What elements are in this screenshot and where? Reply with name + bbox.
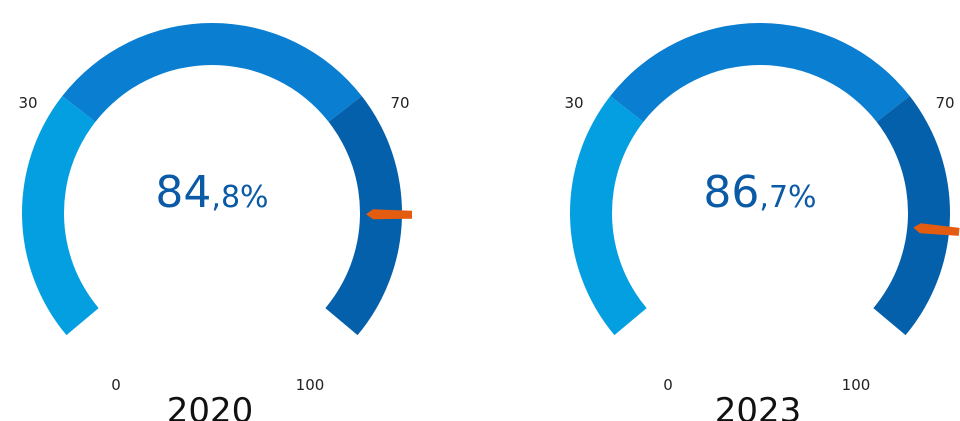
gauge-band-mid xyxy=(62,22,362,122)
gauge-value: 84,8% xyxy=(155,167,268,218)
tick-label-70: 70 xyxy=(935,94,954,112)
gauge-2020: 0 30 70 100 84,8% 2020 xyxy=(18,22,412,421)
gauge-value-decimal: ,7% xyxy=(759,180,816,215)
tick-label-30: 30 xyxy=(18,94,37,112)
gauge-band-mid xyxy=(610,22,910,122)
gauge-band-high xyxy=(325,96,402,336)
tick-label-0: 0 xyxy=(111,376,121,394)
gauge-band-high xyxy=(873,96,951,336)
gauge-needle-layer xyxy=(366,209,412,220)
gauge-bands xyxy=(21,22,402,336)
gauge-band-low xyxy=(569,96,647,336)
gauge-needle-layer xyxy=(913,223,960,236)
gauge-year-label: 2020 xyxy=(167,391,254,421)
gauge-value-integer: 86 xyxy=(703,167,759,218)
gauge-band-low xyxy=(21,96,99,336)
tick-label-100: 100 xyxy=(296,376,325,394)
tick-label-0: 0 xyxy=(663,376,673,394)
tick-label-100: 100 xyxy=(842,376,871,394)
tick-label-70: 70 xyxy=(390,94,409,112)
gauge-bands xyxy=(569,22,951,336)
gauge-value: 86,7% xyxy=(703,167,816,218)
gauge-needle xyxy=(366,209,412,220)
tick-label-30: 30 xyxy=(564,94,583,112)
gauge-needle xyxy=(913,223,960,236)
gauge-year-label: 2023 xyxy=(715,391,802,421)
gauge-2023: 0 30 70 100 86,7% 2023 xyxy=(564,22,960,421)
gauge-value-decimal: ,8% xyxy=(211,180,268,215)
gauge-value-integer: 84 xyxy=(155,167,211,218)
